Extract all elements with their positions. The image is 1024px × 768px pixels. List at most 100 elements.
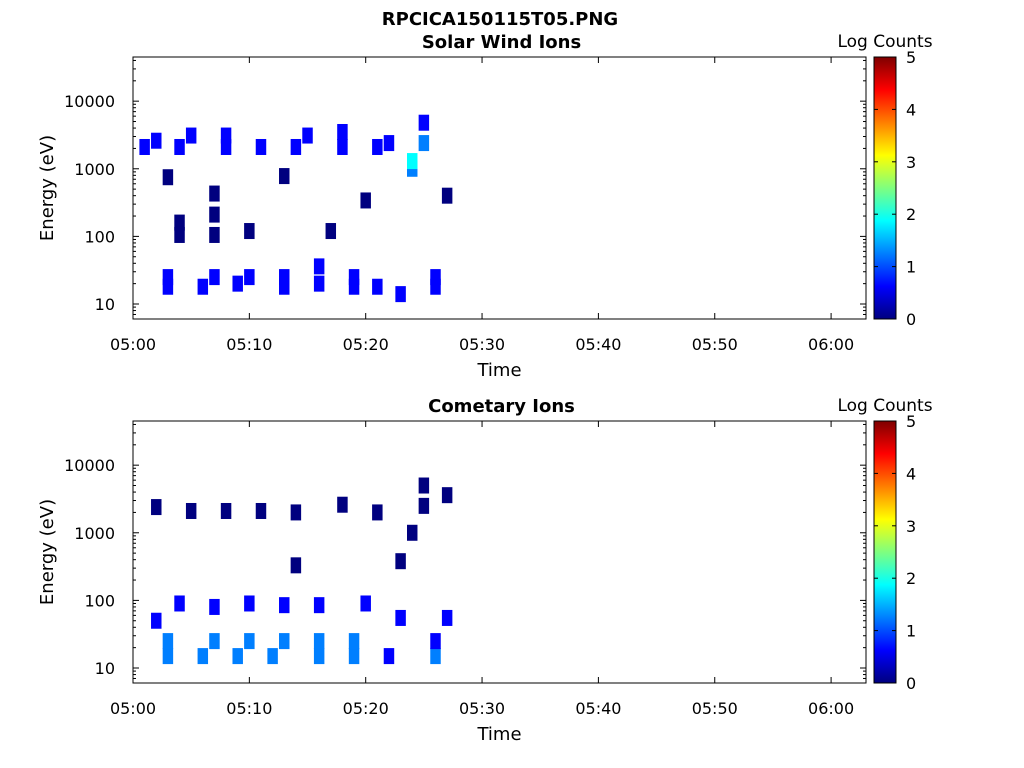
data-cell — [313, 648, 325, 665]
data-cell — [209, 633, 220, 650]
data-cell — [174, 226, 185, 243]
data-cell — [279, 269, 290, 286]
x-axis-label: Time — [476, 360, 521, 381]
colorbar-tick-label: 0 — [906, 310, 916, 329]
data-cell — [337, 496, 348, 513]
x-tick-label: 06:00 — [808, 699, 854, 718]
panel-title: Solar Wind Ions — [422, 32, 581, 53]
data-cell — [407, 524, 418, 541]
data-cell — [395, 286, 406, 303]
data-cell — [290, 504, 302, 521]
data-cell — [220, 127, 232, 144]
data-cell — [255, 502, 267, 519]
x-tick-label: 05:20 — [343, 335, 389, 354]
colorbar-tick-label: 2 — [906, 569, 916, 588]
plot-frame — [132, 56, 867, 320]
data-cell — [162, 278, 174, 295]
data-cell — [337, 123, 348, 140]
data-cell — [174, 214, 185, 231]
data-cell — [185, 502, 197, 519]
data-cell — [441, 487, 453, 504]
spectrogram-cells — [151, 477, 453, 665]
data-cell — [209, 269, 220, 286]
x-tick-label: 05:40 — [575, 335, 621, 354]
data-cell — [185, 127, 197, 144]
data-cell — [290, 557, 302, 574]
colorbar-tick-label: 3 — [906, 517, 916, 536]
x-tick-label: 05:10 — [226, 699, 272, 718]
data-cell — [313, 597, 325, 614]
colorbar-tick-label: 0 — [906, 674, 916, 693]
x-tick-label: 05:50 — [692, 699, 738, 718]
y-tick-label: 10000 — [64, 456, 115, 475]
panel-title: Cometary Ions — [428, 396, 575, 417]
data-cell — [383, 648, 395, 665]
data-cell — [244, 223, 255, 240]
data-cell — [232, 648, 243, 665]
data-cell — [313, 258, 325, 275]
data-cell — [418, 114, 430, 131]
data-cell — [220, 502, 232, 519]
data-cell — [174, 595, 185, 612]
data-cell — [244, 269, 255, 286]
data-cell — [267, 648, 278, 665]
data-cell — [162, 648, 174, 665]
colorbar-tick-label: 5 — [906, 48, 916, 67]
colorbar-tick-label: 2 — [906, 205, 916, 224]
data-cell — [151, 612, 162, 629]
y-axis-label: Energy (eV) — [37, 499, 58, 605]
data-cell — [313, 633, 325, 650]
data-cell — [255, 138, 267, 155]
data-cell — [360, 192, 371, 209]
data-cell — [430, 278, 441, 295]
y-tick-label: 10000 — [64, 92, 115, 111]
x-tick-label: 06:00 — [808, 335, 854, 354]
data-cell — [139, 138, 150, 155]
data-cell — [197, 648, 209, 665]
colorbar-gradient — [873, 56, 897, 320]
data-cell — [279, 633, 290, 650]
solar-wind-panel: Solar Wind Ions 05:00 05:10 05:20 05:30 05:40… — [37, 32, 933, 381]
colorbar-tick-label: 4 — [906, 100, 916, 119]
data-cell — [430, 648, 441, 665]
data-cell — [430, 269, 441, 286]
colorbar-tick-label: 3 — [906, 153, 916, 172]
data-cell — [372, 504, 383, 521]
data-cell — [418, 135, 430, 152]
data-cell — [418, 497, 430, 514]
colorbar-gradient — [873, 420, 897, 684]
x-tick-label: 05:00 — [110, 699, 156, 718]
data-cell — [162, 269, 174, 286]
data-cell — [348, 633, 360, 650]
data-cell — [348, 648, 360, 665]
x-tick-label: 05:30 — [459, 335, 505, 354]
data-cell — [151, 132, 162, 149]
y-tick-label: 1000 — [74, 524, 115, 543]
data-cell — [325, 223, 337, 240]
y-axis-label: Energy (eV) — [37, 135, 58, 241]
data-cell — [337, 138, 348, 155]
data-cell — [209, 598, 220, 615]
data-cell — [441, 609, 453, 626]
y-tick-label: 10 — [95, 659, 115, 678]
data-cell — [383, 135, 395, 152]
data-cell — [151, 499, 162, 516]
data-cell — [162, 633, 174, 650]
data-cell — [360, 595, 371, 612]
x-tick-label: 05:40 — [575, 699, 621, 718]
y-tick-label: 100 — [84, 227, 115, 246]
data-cell — [279, 168, 290, 185]
data-cell — [372, 138, 383, 155]
colorbar-tick-label: 4 — [906, 464, 916, 483]
data-cell — [209, 185, 220, 202]
x-axis-label: Time — [476, 724, 521, 745]
x-tick-label: 05:00 — [110, 335, 156, 354]
data-cell — [407, 153, 418, 170]
colorbar-tick-label: 5 — [906, 412, 916, 431]
data-cell — [279, 278, 290, 295]
colorbar-tick-label: 1 — [906, 622, 916, 641]
data-cell — [302, 127, 313, 144]
data-cell — [441, 187, 453, 204]
data-cell — [209, 226, 220, 243]
